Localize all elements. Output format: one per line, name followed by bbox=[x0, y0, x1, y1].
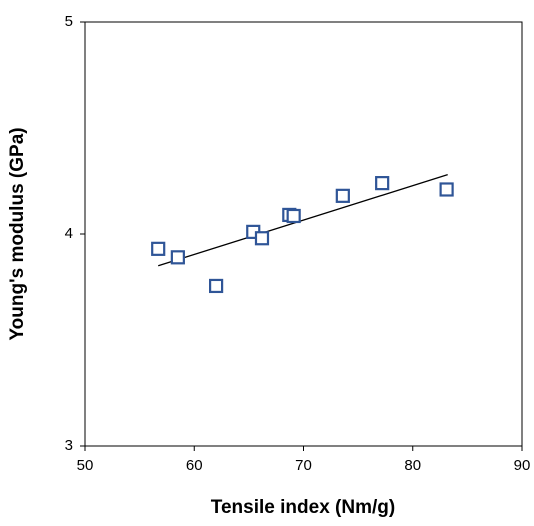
x-tick-label: 50 bbox=[77, 457, 94, 474]
data-point bbox=[335, 188, 350, 203]
data-point bbox=[439, 182, 454, 197]
y-axis-title: Young's modulus (GPa) bbox=[7, 127, 28, 340]
y-tick-label: 5 bbox=[65, 13, 73, 30]
x-tick-label: 70 bbox=[295, 457, 312, 474]
y-tick-label: 3 bbox=[65, 437, 73, 454]
trendline bbox=[158, 174, 448, 267]
x-tick-label: 80 bbox=[404, 457, 421, 474]
data-point bbox=[254, 231, 270, 246]
data-point bbox=[286, 208, 301, 224]
data-point bbox=[151, 241, 166, 256]
x-tick-label: 90 bbox=[514, 457, 531, 474]
y-tick-label: 4 bbox=[65, 225, 73, 242]
data-point bbox=[170, 250, 185, 265]
data-point bbox=[375, 176, 390, 191]
x-tick-label: 60 bbox=[186, 457, 203, 474]
x-axis-title: Tensile index (Nm/g) bbox=[211, 497, 395, 518]
plot-frame bbox=[84, 21, 523, 447]
data-point bbox=[209, 278, 224, 294]
